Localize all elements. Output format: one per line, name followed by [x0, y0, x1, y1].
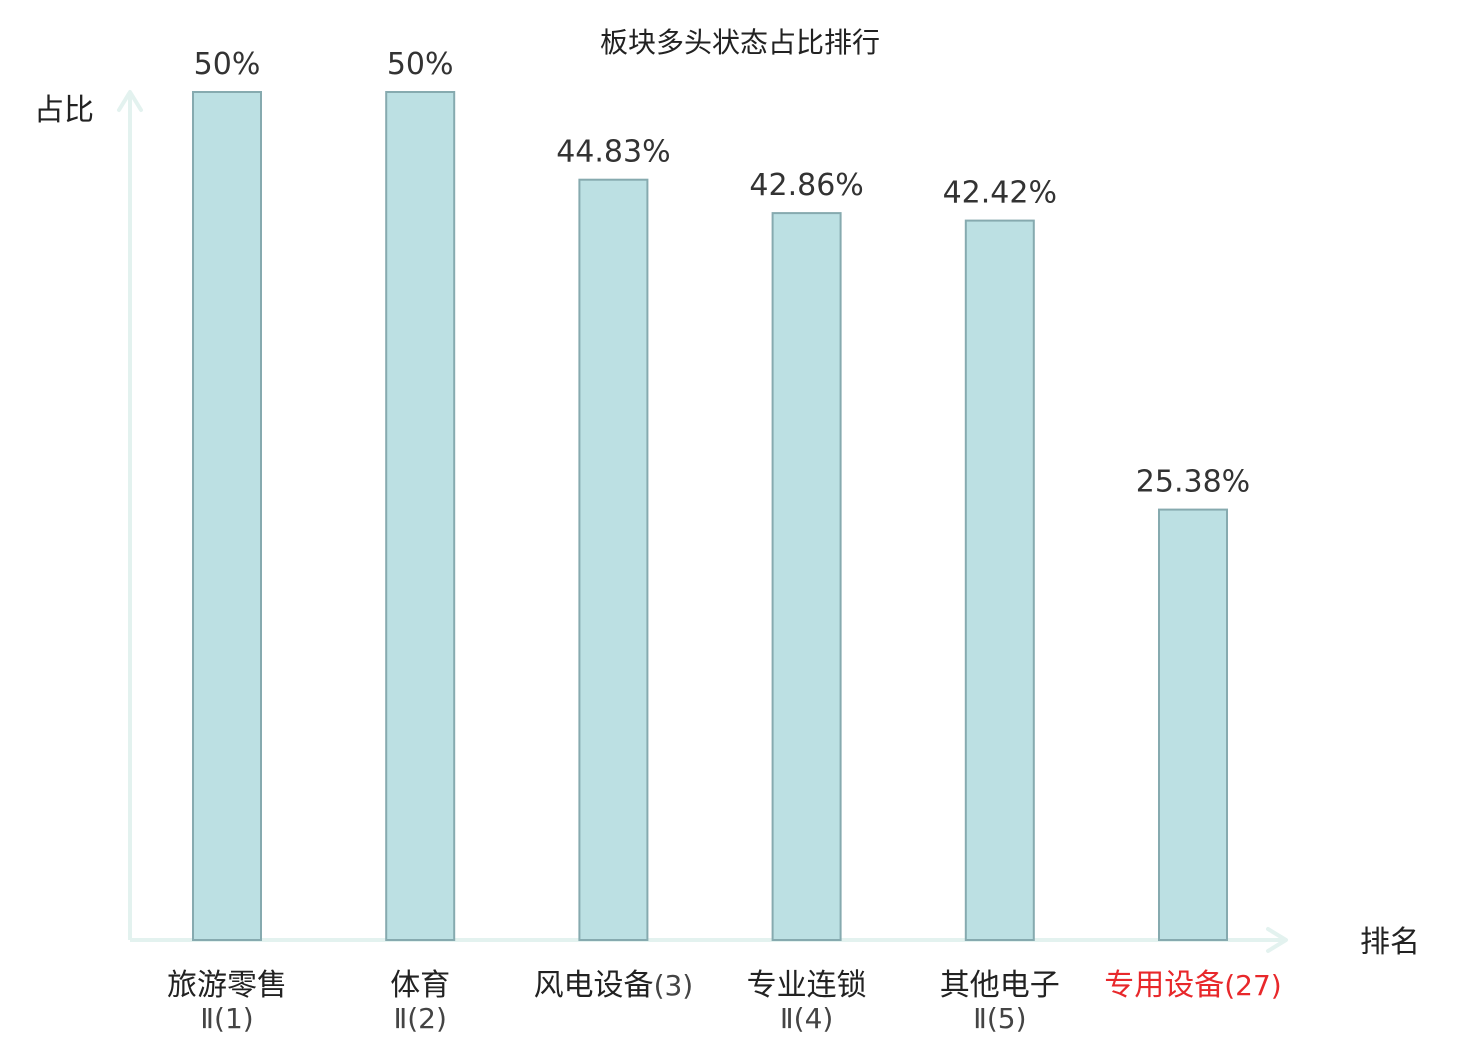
x-tick-label-6: 专用设备(27) — [1104, 968, 1281, 1003]
bars-group — [192, 91, 1228, 942]
value-labels-group: 50% 50% 44.83% 42.86% 42.42% 25.38% — [194, 47, 1251, 500]
bar-3 — [578, 178, 649, 941]
bar-5 — [964, 219, 1035, 942]
y-axis-label: 占比 — [34, 93, 94, 128]
value-label-6: 25.38% — [1136, 465, 1250, 500]
value-label-5: 42.42% — [943, 176, 1057, 211]
x-tick-label-2: 体育 Ⅱ(2) — [390, 968, 450, 1035]
bar-2 — [385, 91, 456, 941]
value-label-4: 42.86% — [749, 168, 863, 203]
bar-1 — [192, 91, 262, 941]
x-axis-arrow-icon — [1266, 927, 1288, 953]
x-tick-labels-group: 旅游零售 Ⅱ(1) 体育 Ⅱ(2) 风电设备(3) 专业连锁 Ⅱ(4) 其他电子 Ⅱ(5) 专用设… — [167, 968, 1282, 1035]
value-label-1: 50% — [194, 47, 261, 82]
x-tick-label-5: 其他电子 Ⅱ(5) — [940, 968, 1060, 1035]
bar-6 — [1158, 508, 1228, 941]
x-tick-label-3: 风电设备(3) — [534, 968, 694, 1003]
axes — [117, 90, 1288, 953]
bar-4 — [771, 212, 842, 942]
x-tick-label-1: 旅游零售 Ⅱ(1) — [167, 968, 287, 1035]
x-axis-label: 排名 — [1360, 925, 1420, 960]
value-label-2: 50% — [387, 47, 454, 82]
x-tick-label-4: 专业连锁 Ⅱ(4) — [747, 968, 867, 1035]
chart-title: 板块多头状态占比排行 — [600, 26, 880, 59]
value-label-3: 44.83% — [556, 135, 670, 170]
y-axis-arrow-icon — [117, 90, 143, 112]
